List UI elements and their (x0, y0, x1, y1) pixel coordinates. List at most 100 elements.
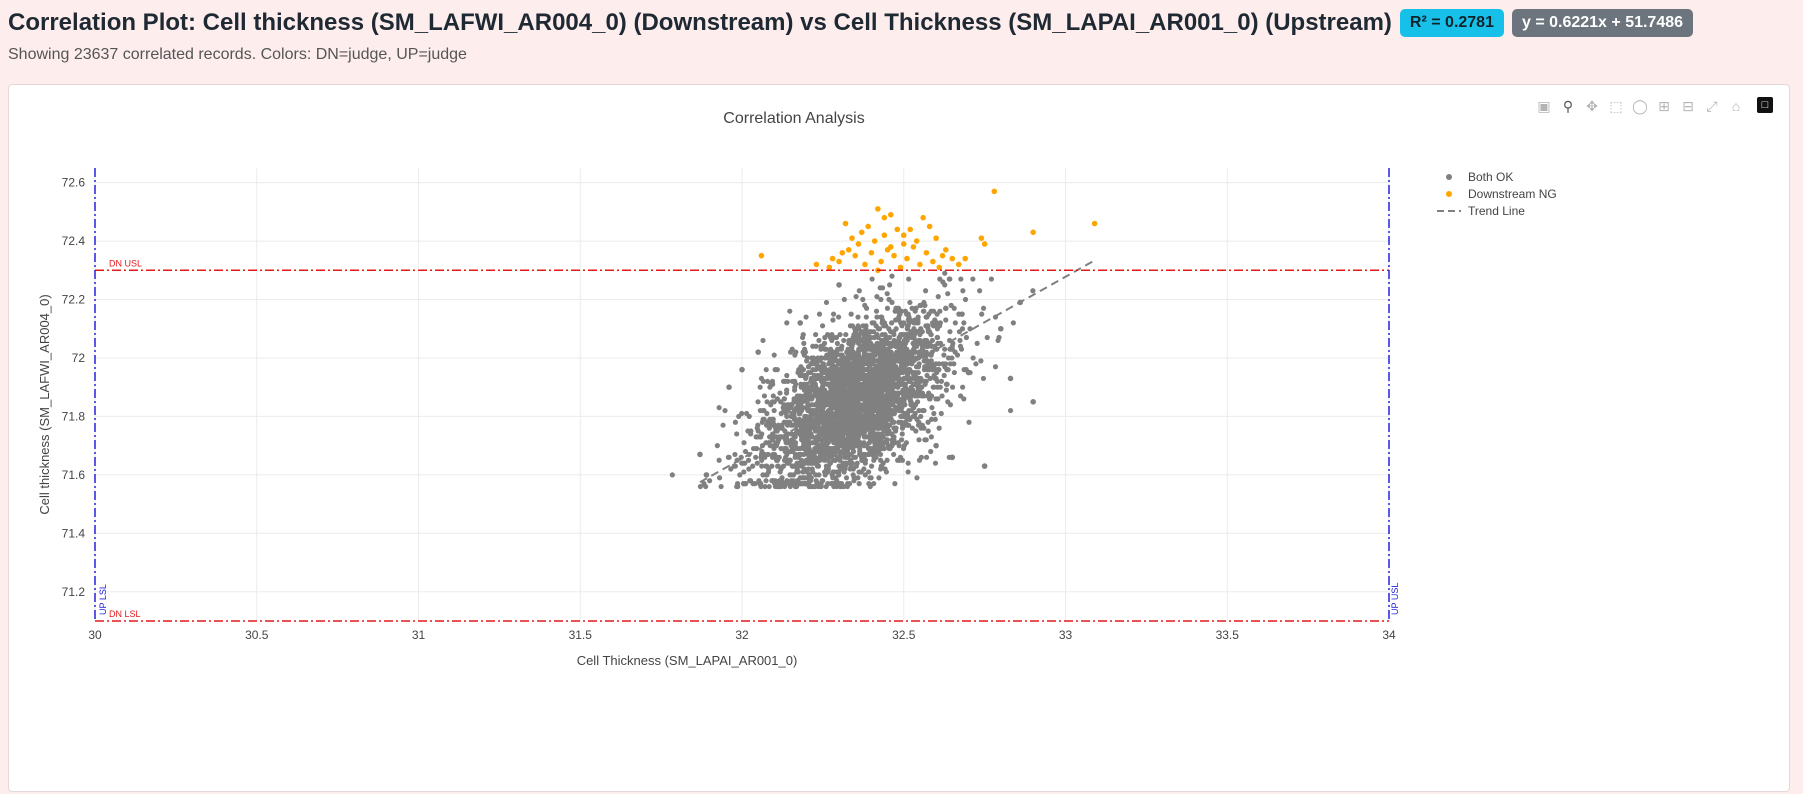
both-ok-point (761, 451, 767, 458)
pan-icon[interactable]: ✥ (1586, 97, 1598, 114)
downstream-ng-point (897, 264, 904, 271)
both-ok-point (943, 387, 949, 393)
both-ok-point (795, 407, 801, 414)
both-ok-point (1010, 320, 1016, 326)
both-ok-point (761, 407, 767, 414)
both-ok-point (816, 337, 822, 344)
both-ok-point (813, 402, 820, 408)
both-ok-point (834, 393, 840, 399)
both-ok-point (945, 291, 951, 297)
both-ok-point (882, 331, 888, 338)
both-ok-point (962, 296, 969, 303)
both-ok-point (856, 405, 862, 411)
both-ok-point (942, 270, 948, 276)
zoom-in-icon[interactable]: ⊞ (1658, 97, 1670, 114)
both-ok-point (825, 422, 831, 428)
both-ok-point (913, 428, 919, 434)
both-ok-point (925, 428, 931, 434)
both-ok-point (834, 358, 840, 364)
both-ok-point (869, 428, 875, 434)
both-ok-point (805, 448, 812, 455)
both-ok-point (739, 410, 745, 417)
both-ok-point (770, 431, 776, 437)
both-ok-point (910, 349, 917, 355)
both-ok-point (697, 451, 703, 458)
both-ok-point (796, 428, 802, 434)
both-ok-point (811, 387, 817, 393)
both-ok-point (896, 457, 903, 463)
both-ok-point (914, 475, 920, 481)
y-axis-label: Cell thickness (SM_LAFWI_AR004_0) (37, 294, 52, 514)
both-ok-point (820, 364, 826, 370)
zoom-icon[interactable]: ⚲ (1562, 97, 1574, 114)
downstream-ng-point (878, 258, 884, 265)
both-ok-point (889, 320, 895, 326)
both-ok-point (825, 481, 831, 487)
both-ok-point (961, 320, 967, 326)
both-ok-point (889, 437, 895, 443)
both-ok-point (842, 364, 848, 370)
both-ok-point (819, 384, 826, 390)
both-ok-point (966, 419, 972, 425)
downstream-ng-point (978, 235, 985, 241)
downstream-ng-point (852, 252, 859, 259)
both-ok-point (897, 407, 904, 414)
y-tick-label: 71.2 (62, 585, 86, 599)
x-tick-label: 30.5 (245, 628, 269, 642)
both-ok-point (909, 425, 915, 431)
both-ok-point (759, 419, 765, 425)
correlation-chart[interactable]: Correlation Analysis 30 30.5 31 31.5 32 32.5 33… (9, 85, 1789, 791)
both-ok-point (830, 311, 837, 317)
downstream-ng-point (933, 235, 939, 241)
both-ok-point (882, 407, 889, 414)
both-ok-point (951, 369, 957, 376)
both-ok-point (945, 399, 951, 405)
both-ok-point (802, 481, 808, 487)
box-select-icon[interactable]: ⬚ (1609, 97, 1623, 114)
both-ok-point (922, 288, 929, 294)
both-ok-point (865, 381, 871, 387)
dn-usl-label: DN USL (109, 258, 142, 268)
both-ok-point (865, 399, 871, 405)
both-ok-point (958, 276, 964, 282)
downstream-ng-point (900, 232, 907, 239)
both-ok-point (809, 402, 815, 408)
both-ok-point (936, 425, 942, 431)
both-ok-point (797, 320, 804, 326)
trend-line (699, 259, 1096, 484)
both-ok-point (970, 355, 976, 361)
both-ok-point (820, 478, 826, 484)
both-ok-point (870, 355, 876, 361)
both-ok-point (764, 463, 770, 469)
both-ok-point (784, 387, 790, 393)
both-ok-point (854, 372, 860, 379)
both-ok-point (935, 293, 941, 300)
downstream-ng-point (991, 188, 998, 195)
both-ok-point (800, 469, 806, 475)
both-ok-point (958, 346, 965, 352)
lasso-icon[interactable]: ◯ (1632, 97, 1648, 114)
both-ok-point (1007, 407, 1014, 414)
both-ok-point (766, 483, 772, 490)
both-ok-point (817, 390, 823, 396)
reset-axes-icon[interactable]: ⌂ (1731, 98, 1741, 114)
both-ok-point (825, 445, 831, 452)
records-summary: Showing 23637 correlated records. Colors… (8, 46, 467, 63)
plotly-logo-icon[interactable]: □ (1757, 97, 1773, 113)
downstream-ng-point (845, 247, 852, 253)
both-ok-point (792, 454, 798, 460)
both-ok-point (820, 448, 826, 455)
both-ok-point (915, 314, 921, 320)
both-ok-point (830, 481, 836, 487)
both-ok-point (811, 422, 817, 428)
both-ok-point (739, 460, 745, 466)
both-ok-point (793, 481, 799, 487)
camera-icon[interactable]: ▣ (1537, 97, 1551, 114)
downstream-ng-point (881, 214, 888, 221)
both-ok-point (820, 431, 826, 437)
both-ok-point (856, 346, 862, 352)
both-ok-point (903, 375, 910, 382)
zoom-out-icon[interactable]: ⊟ (1682, 97, 1694, 114)
autoscale-icon[interactable]: ⤢ (1706, 97, 1718, 114)
both-ok-point (809, 396, 815, 402)
